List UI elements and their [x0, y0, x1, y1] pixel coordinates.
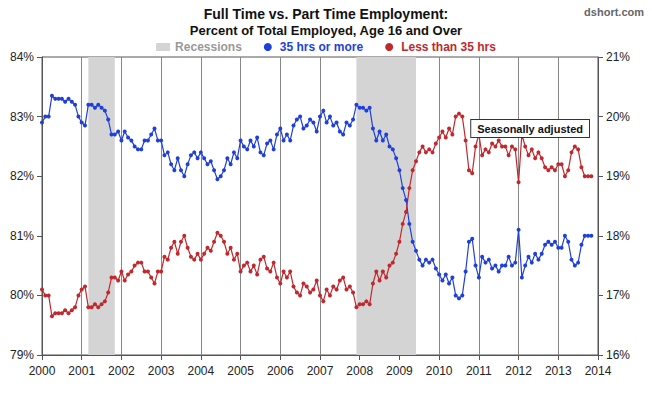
- svg-text:2001: 2001: [68, 364, 95, 378]
- svg-text:2011: 2011: [466, 364, 492, 378]
- svg-text:2006: 2006: [267, 364, 294, 378]
- svg-text:2004: 2004: [188, 364, 215, 378]
- svg-text:81%: 81%: [10, 229, 34, 243]
- svg-text:80%: 80%: [10, 288, 34, 302]
- svg-text:Full Time vs. Part Time Employ: Full Time vs. Part Time Employment:: [204, 6, 449, 22]
- svg-text:Recessions: Recessions: [175, 40, 242, 54]
- svg-text:2009: 2009: [386, 364, 413, 378]
- svg-text:Less than 35 hrs: Less than 35 hrs: [401, 40, 496, 54]
- svg-text:17%: 17%: [606, 288, 630, 302]
- svg-text:2008: 2008: [346, 364, 373, 378]
- svg-text:2012: 2012: [505, 364, 532, 378]
- svg-text:Percent of Total Employed, Age: Percent of Total Employed, Age 16 and Ov…: [190, 23, 462, 38]
- svg-text:2007: 2007: [307, 364, 334, 378]
- svg-text:79%: 79%: [10, 348, 34, 362]
- svg-text:2005: 2005: [227, 364, 254, 378]
- svg-text:35 hrs or more: 35 hrs or more: [280, 40, 364, 54]
- svg-text:84%: 84%: [10, 50, 34, 64]
- svg-text:21%: 21%: [606, 50, 630, 64]
- svg-text:2014: 2014: [585, 364, 612, 378]
- svg-text:2003: 2003: [148, 364, 175, 378]
- svg-text:2010: 2010: [426, 364, 453, 378]
- svg-text:2002: 2002: [108, 364, 135, 378]
- svg-text:16%: 16%: [606, 348, 630, 362]
- svg-text:Seasonally adjusted: Seasonally adjusted: [477, 123, 583, 135]
- svg-text:83%: 83%: [10, 110, 34, 124]
- svg-text:dshort.com: dshort.com: [584, 6, 644, 18]
- svg-text:18%: 18%: [606, 229, 630, 243]
- svg-text:82%: 82%: [10, 169, 34, 183]
- svg-text:2013: 2013: [545, 364, 572, 378]
- svg-text:2000: 2000: [29, 364, 56, 378]
- svg-text:19%: 19%: [606, 169, 630, 183]
- svg-text:20%: 20%: [606, 110, 630, 124]
